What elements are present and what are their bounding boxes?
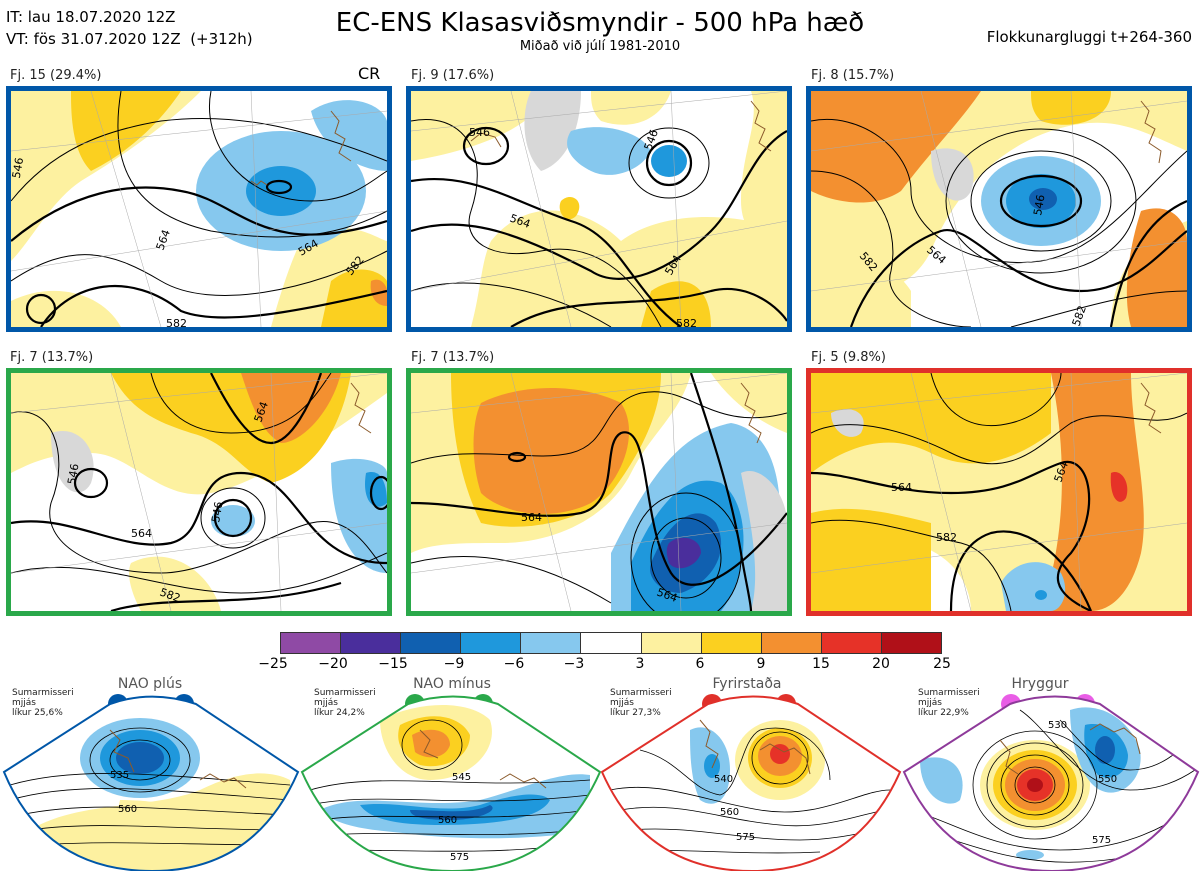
contour-label: 546	[1031, 194, 1047, 217]
colorbar-cell	[341, 633, 402, 653]
panel-1-label: Fj. 15 (29.4%)	[10, 68, 102, 83]
contour-label: 564	[131, 527, 152, 540]
colorbar-tick: 20	[872, 656, 890, 672]
regime-contour-label: 560	[438, 815, 457, 826]
contour-label: 546	[65, 463, 81, 486]
colorbar-cell	[461, 633, 522, 653]
classification-window: Flokkunargluggi t+264-360	[986, 28, 1192, 46]
regime-title-blocking: Fyrirstaða	[712, 676, 782, 692]
colorbar-tick: −3	[563, 656, 585, 672]
colorbar-cell	[761, 633, 822, 653]
regime-contour-label: 575	[1092, 835, 1111, 846]
contour-label: 582	[166, 317, 187, 327]
regime-title-nao-plus: NAO plús	[117, 676, 183, 692]
colorbar-tick: −6	[503, 656, 525, 672]
contour-label: 582	[936, 531, 957, 544]
regime-title-nao-minus: NAO mínus	[413, 676, 491, 692]
colorbar-tick: −25	[258, 656, 288, 672]
cluster-map-2: 546 546 564 564 582	[406, 86, 792, 332]
colorbar-cell	[881, 633, 942, 653]
panel-3-label: Fj. 8 (15.7%)	[811, 68, 895, 83]
colorbar-cell	[521, 633, 582, 653]
page-title: EC-ENS Klasasviðsmyndir - 500 hPa hæð	[335, 8, 865, 38]
valid-time: VT: fös 31.07.2020 12Z (+312h)	[6, 30, 253, 48]
colorbar-cell	[641, 633, 702, 653]
colorbar-cell	[281, 633, 342, 653]
contour-label: 564	[521, 511, 542, 524]
panel-1-tag: CR	[358, 64, 381, 83]
colorbar-tick: −9	[443, 656, 465, 672]
colorbar-tick: 15	[812, 656, 830, 672]
panel-4-label: Fj. 7 (13.7%)	[10, 350, 94, 365]
contour-label: 582	[1070, 304, 1089, 327]
regime-note-blocking: Sumarmisseri mjjás líkur 27,3%	[610, 688, 672, 718]
regime-maps: 535 560 545 560 575	[2, 695, 1200, 871]
colorbar-tick: 3	[635, 656, 645, 672]
cluster-map-1: 564 564 582 582 546	[6, 86, 392, 332]
contour-label: 546	[209, 501, 225, 524]
contour-label: 582	[676, 317, 697, 327]
regime-contour-label: 550	[1098, 774, 1117, 785]
colorbar-cell	[401, 633, 462, 653]
regime-contour-label: 575	[736, 832, 755, 843]
regime-note-nao-minus: Sumarmisseri mjjás líkur 24,2%	[314, 688, 376, 718]
cluster-map-6: 564 564 582	[806, 368, 1192, 616]
colorbar-tick: 6	[695, 656, 705, 672]
cluster-map-4: 546 546 564 564 582	[6, 368, 392, 616]
regime-map-ridge: 530 550 575	[904, 696, 1198, 871]
colorbar-tick: −15	[378, 656, 408, 672]
run-info: IT: lau 18.07.2020 12Z VT: fös 31.07.2020…	[6, 6, 253, 50]
colorbar-tick: 25	[933, 656, 951, 672]
initial-time: IT: lau 18.07.2020 12Z	[6, 8, 176, 26]
colorbar-cell	[701, 633, 762, 653]
panel-6-label: Fj. 5 (9.8%)	[811, 350, 886, 365]
regime-contour-label: 530	[1048, 720, 1067, 731]
cluster-map-3: 546 564 582 582	[806, 86, 1192, 332]
panel-2-label: Fj. 9 (17.6%)	[411, 68, 495, 83]
regime-title-ridge: Hryggur	[1011, 676, 1069, 692]
anomaly-colorbar	[280, 632, 942, 654]
regime-contour-label: 535	[110, 770, 129, 781]
regime-contour-label: 560	[118, 804, 137, 815]
colorbar-tick: −20	[318, 656, 348, 672]
cluster-map-5: 564 564	[406, 368, 792, 616]
colorbar-tick: 9	[756, 656, 766, 672]
regime-note-ridge: Sumarmisseri mjjás líkur 22,9%	[918, 688, 980, 718]
regime-contour-label: 560	[720, 807, 739, 818]
contour-label: 564	[891, 481, 912, 494]
regime-contour-label: 545	[452, 772, 471, 783]
regime-map-nao-minus: 545 560 575	[302, 696, 600, 871]
page-subtitle: Miðað við júlí 1981-2010	[519, 39, 681, 54]
regime-map-blocking: 540 560 575	[602, 696, 900, 871]
panel-5-label: Fj. 7 (13.7%)	[411, 350, 495, 365]
regime-contour-label: 540	[714, 774, 733, 785]
colorbar-cell	[821, 633, 882, 653]
contour-label: 546	[11, 156, 26, 179]
regime-note-nao-plus: Sumarmisseri mjjás líkur 25,6%	[12, 688, 74, 718]
regime-contour-label: 575	[450, 852, 469, 863]
regime-map-nao-plus: 535 560	[4, 696, 298, 871]
colorbar-cell	[581, 633, 642, 653]
contour-label: 546	[469, 126, 490, 139]
